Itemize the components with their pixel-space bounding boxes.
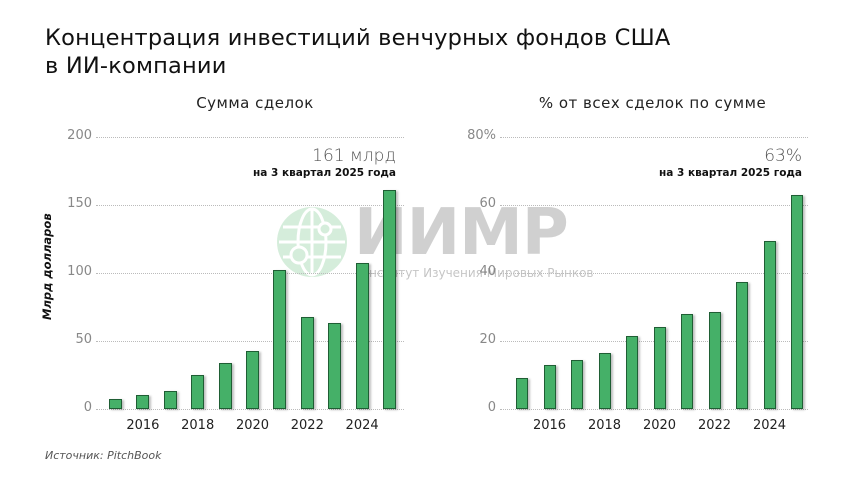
bar-2021 xyxy=(273,270,287,409)
bar-2022 xyxy=(708,312,721,409)
x-tick-label: 2016 xyxy=(532,418,567,433)
gridline xyxy=(96,205,404,206)
bar-2015 xyxy=(109,399,122,409)
bar-2025 xyxy=(791,194,803,409)
bar-2019 xyxy=(218,362,232,409)
x-tick-label: 2018 xyxy=(181,418,215,433)
x-tick-label: 2022 xyxy=(697,418,732,433)
annotation-value: 63% xyxy=(764,146,802,166)
x-tick-label: 2022 xyxy=(290,418,324,433)
x-tick-label: 2020 xyxy=(642,418,677,433)
bar-2016 xyxy=(543,364,556,409)
bar-2024 xyxy=(355,263,369,409)
y-tick-label: 0 xyxy=(83,400,92,415)
bar-2020 xyxy=(246,350,259,409)
x-tick-label: 2018 xyxy=(587,418,622,433)
bar-2017 xyxy=(571,359,583,409)
chart-title: Сумма сделок xyxy=(196,94,314,112)
title-line-2: в ИИ-компании xyxy=(45,53,227,79)
bar-2018 xyxy=(191,375,205,409)
y-tick-label: 100 xyxy=(67,264,92,279)
x-tick-label: 2020 xyxy=(235,418,270,433)
y-tick-label: 20 xyxy=(479,332,496,347)
bar-2017 xyxy=(163,391,177,409)
bar-2016 xyxy=(136,395,150,409)
gridline xyxy=(500,409,808,410)
bar-2021 xyxy=(681,313,693,409)
chart-title: % от всех сделок по сумме xyxy=(538,94,767,112)
y-tick-label: 80% xyxy=(467,128,496,143)
source-note: Источник: PitchBook xyxy=(45,449,162,462)
y-tick-label: 200 xyxy=(67,128,92,143)
annotation-value: 161 млрд xyxy=(312,146,396,166)
gridline xyxy=(500,137,808,138)
y-tick-label: 150 xyxy=(67,196,92,211)
bar-2020 xyxy=(653,327,666,409)
gridline xyxy=(96,273,404,274)
annotation-note: на 3 квартал 2025 года xyxy=(659,167,802,179)
gridline xyxy=(96,409,404,410)
y-tick-label: 60 xyxy=(479,196,496,211)
gridline xyxy=(500,205,808,206)
bar-2022 xyxy=(300,316,314,409)
watermark-subtitle: Институт Изучения Мировых Рынков xyxy=(360,266,594,280)
page-title: Концентрация инвестиций венчурных фондов… xyxy=(45,24,670,80)
x-tick-label: 2016 xyxy=(126,418,160,433)
bar-2025 xyxy=(383,190,396,409)
bar-2023 xyxy=(328,323,342,409)
gridline xyxy=(96,341,404,342)
y-tick-label: 50 xyxy=(75,332,92,347)
bar-2015 xyxy=(516,378,528,409)
annotation-note: на 3 квартал 2025 года xyxy=(253,167,396,179)
x-tick-label: 2024 xyxy=(345,418,379,433)
bar-2024 xyxy=(763,240,776,409)
gridline xyxy=(96,137,404,138)
globe-icon xyxy=(277,207,347,277)
bar-2019 xyxy=(626,335,638,409)
bar-2018 xyxy=(598,352,611,409)
gridline xyxy=(500,273,808,274)
title-line-1: Концентрация инвестиций венчурных фондов… xyxy=(45,25,671,51)
x-tick-label: 2024 xyxy=(752,418,787,433)
bar-2023 xyxy=(736,281,748,409)
y-tick-label: 0 xyxy=(487,400,496,415)
y-tick-label: 40 xyxy=(479,264,496,279)
